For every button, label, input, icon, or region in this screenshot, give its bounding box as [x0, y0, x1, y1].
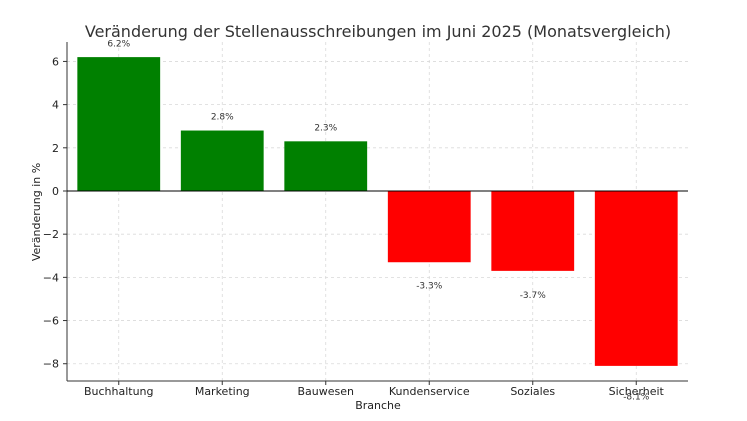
x-tick-label: Sicherheit: [609, 385, 665, 398]
axes: −8 −6 −4 −2 0 2 4 6 Buchhaltung Marketing Bauwesen…: [43, 42, 688, 398]
x-tick-label: Kundenservice: [389, 385, 470, 398]
y-tick-label: −4: [43, 271, 59, 284]
data-label: 2.8%: [211, 113, 234, 123]
data-label: 2.3%: [314, 124, 337, 134]
data-label: -3.3%: [416, 282, 443, 292]
x-tick-label: Soziales: [510, 385, 555, 398]
bars: [77, 57, 678, 366]
bar: [77, 57, 161, 191]
bar: [387, 190, 471, 263]
data-label: -3.7%: [520, 291, 547, 301]
chart-title: Veränderung der Stellenausschreibungen i…: [85, 22, 671, 41]
data-label: -8.1%: [623, 392, 650, 402]
data-labels: 6.2% 2.8% 2.3% -3.3% -3.7% -8.1%: [107, 39, 649, 402]
y-tick-label: −2: [43, 228, 59, 241]
bar: [180, 130, 264, 191]
y-tick-label: 0: [52, 185, 59, 198]
x-tick-label: Bauwesen: [298, 385, 355, 398]
y-tick-label: 2: [52, 142, 59, 155]
y-axis-label: Veränderung in %: [30, 163, 43, 261]
x-axis-label: Branche: [355, 399, 401, 412]
y-tick-label: 4: [52, 99, 59, 112]
bar: [594, 190, 678, 366]
y-tick-label: 6: [52, 55, 59, 68]
x-tick-label: Buchhaltung: [84, 385, 154, 398]
y-tick-label: −6: [43, 315, 59, 328]
y-tick-label: −8: [43, 358, 59, 371]
bar: [284, 141, 368, 191]
x-tick-label: Marketing: [195, 385, 250, 398]
data-label: 6.2%: [107, 39, 130, 49]
bar: [491, 190, 575, 271]
